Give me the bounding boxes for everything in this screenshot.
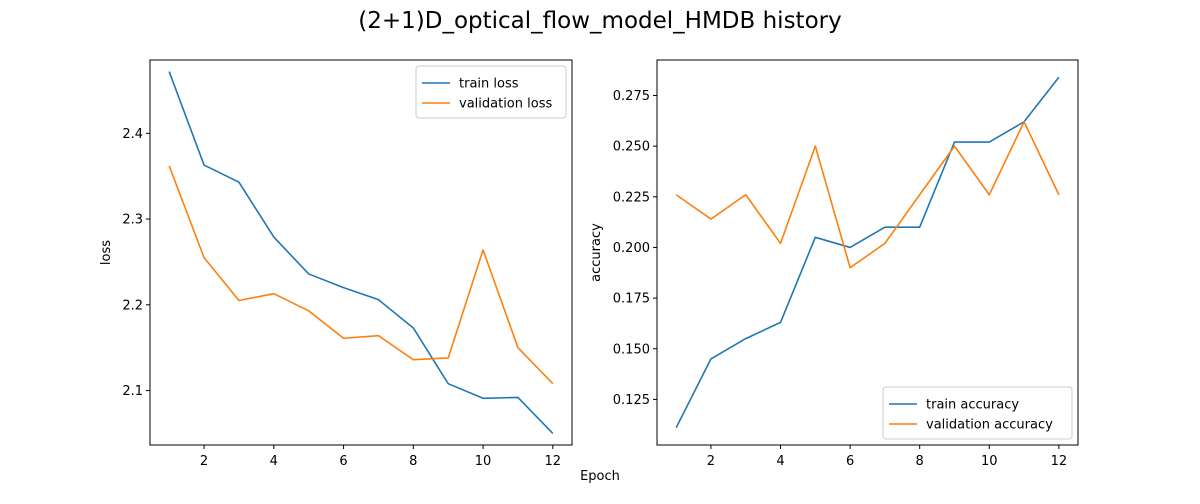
x-tick-label: 2 bbox=[707, 454, 715, 469]
legend: train accuracy validation accuracy bbox=[882, 386, 1073, 440]
x-tick-label: 6 bbox=[846, 454, 854, 469]
x-tick-label: 10 bbox=[475, 454, 492, 469]
x-tick-label: 8 bbox=[409, 454, 417, 469]
legend-entry-label: train accuracy bbox=[926, 398, 1019, 413]
series-line-train bbox=[168, 71, 554, 434]
y-tick-label: 0.275 bbox=[613, 89, 650, 104]
series-line-validation bbox=[675, 121, 1060, 269]
x-tick-label: 8 bbox=[916, 454, 924, 469]
x-tick-label: 4 bbox=[270, 454, 278, 469]
x-tick-label: 2 bbox=[200, 454, 208, 469]
y-axis-label: accuracy bbox=[589, 223, 604, 282]
plot-area-frame bbox=[656, 59, 1079, 446]
y-tick-label: 2.2 bbox=[122, 298, 143, 313]
y-tick-label: 0.175 bbox=[613, 292, 650, 307]
x-tick-label: 4 bbox=[776, 454, 784, 469]
y-tick-label: 0.250 bbox=[613, 140, 650, 155]
loss-chart: 2 4 6 8 10 12 2.1 2.2 2.3 2.4 loss train loss valida… bbox=[99, 59, 573, 469]
x-tick-label: 10 bbox=[981, 454, 998, 469]
series-line-validation bbox=[168, 165, 554, 385]
legend-box bbox=[415, 65, 567, 119]
y-tick-label: 0.125 bbox=[613, 393, 650, 408]
y-tick-label: 2.3 bbox=[122, 213, 143, 228]
legend-entry-label: validation accuracy bbox=[926, 418, 1053, 433]
plot-area-frame bbox=[149, 59, 573, 446]
legend: train loss validation loss bbox=[415, 65, 567, 119]
y-axis-label: loss bbox=[99, 240, 114, 265]
series-line-train bbox=[675, 76, 1060, 429]
y-tick-label: 0.200 bbox=[613, 241, 650, 256]
y-tick-label: 2.4 bbox=[122, 127, 143, 142]
figure-title: (2+1)D_optical_flow_model_HMDB history bbox=[358, 8, 841, 34]
x-tick-label: 12 bbox=[545, 454, 562, 469]
y-tick-label: 0.225 bbox=[613, 190, 650, 205]
y-tick-label: 2.1 bbox=[122, 384, 143, 399]
legend-box bbox=[882, 386, 1073, 440]
y-tick-label: 0.150 bbox=[613, 342, 650, 357]
x-tick-label: 12 bbox=[1051, 454, 1068, 469]
shared-x-axis-label: Epoch bbox=[580, 469, 620, 484]
x-tick-label: 6 bbox=[339, 454, 347, 469]
legend-entry-label: train loss bbox=[459, 77, 519, 92]
legend-entry-label: validation loss bbox=[459, 97, 552, 112]
accuracy-chart: 2 4 6 8 10 12 0.125 0.150 0.175 0.200 0.225 0.250 0.… bbox=[589, 59, 1079, 469]
